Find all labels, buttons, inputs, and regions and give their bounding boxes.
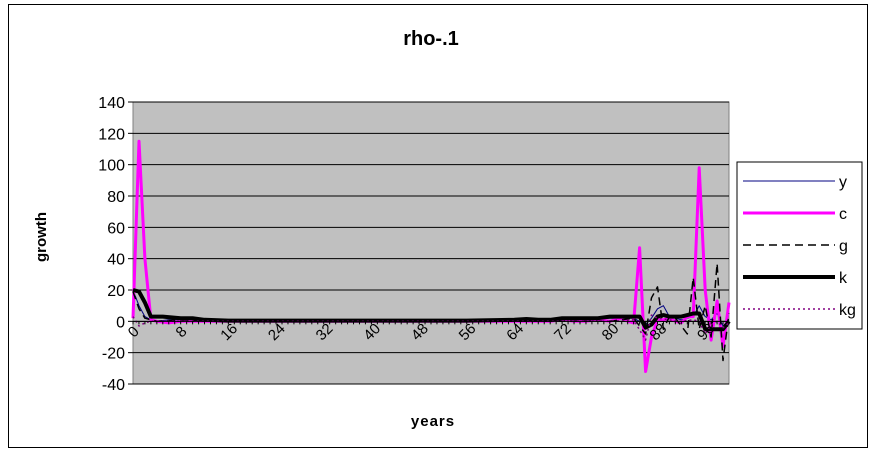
- y-tick-label: 80: [107, 189, 125, 206]
- y-tick-label: 0: [116, 314, 125, 331]
- chart-frame: rho-.1 growth years -40 -20 0 20 40 60 80 100 12…: [8, 4, 868, 448]
- legend-label-y: y: [839, 174, 847, 191]
- chart-title: rho-.1: [403, 28, 459, 50]
- y-tick-label: 40: [107, 252, 125, 269]
- y-tick-label: -20: [102, 346, 125, 363]
- y-tick-label: 120: [98, 126, 125, 143]
- chart-svg: rho-.1 growth years -40 -20 0 20 40 60 80 100 12…: [33, 28, 863, 430]
- y-axis-title: growth: [33, 212, 50, 262]
- y-tick-label: 60: [107, 220, 125, 237]
- legend-label-k: k: [839, 270, 848, 287]
- series-line-k: [132, 288, 731, 332]
- y-tick-label: 100: [98, 158, 125, 175]
- y-tick-label: -40: [102, 377, 125, 394]
- plot-background: [132, 101, 730, 385]
- y-tick-label: 140: [98, 95, 125, 112]
- series-line-kg: [132, 314, 730, 341]
- x-axis-title: years: [411, 413, 455, 430]
- y-tick-label: 20: [107, 283, 125, 300]
- legend-label-c: c: [839, 206, 847, 223]
- legend-label-kg: kg: [839, 302, 856, 319]
- legend-label-g: g: [839, 238, 848, 255]
